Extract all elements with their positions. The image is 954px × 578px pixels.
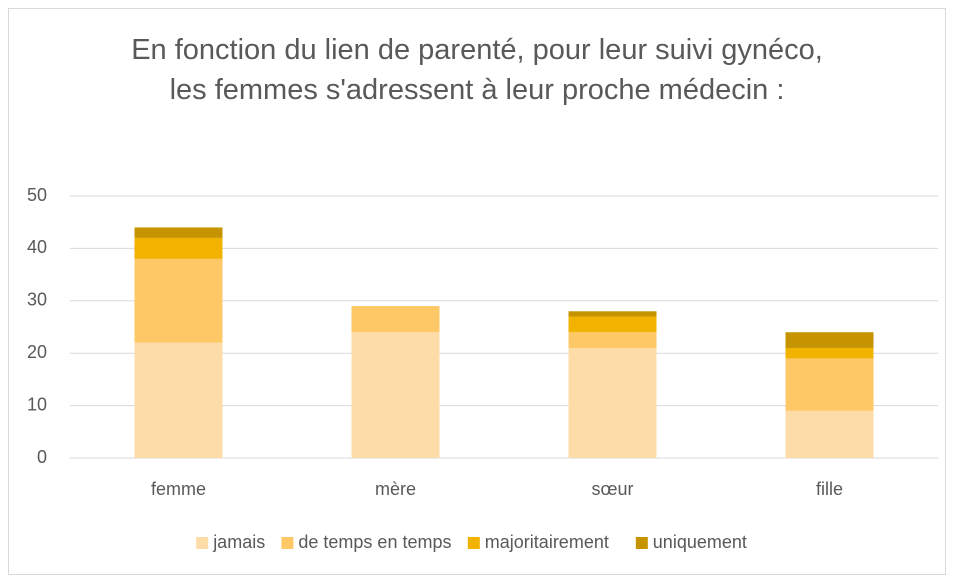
bar-segment — [351, 332, 440, 458]
x-tick-label: fille — [816, 479, 843, 499]
bar-segment — [134, 227, 223, 238]
bar-segment — [134, 342, 223, 458]
bar-segment — [785, 332, 874, 348]
x-tick-label: sœur — [592, 479, 634, 499]
bar-segment — [134, 258, 223, 343]
legend-label: jamais — [212, 532, 265, 552]
bar-segment — [568, 332, 657, 348]
y-tick-label: 10 — [27, 394, 47, 414]
chart-border — [8, 8, 946, 575]
x-tick-label: mère — [375, 479, 416, 499]
bar-segment — [785, 358, 874, 411]
legend-label: de temps en temps — [298, 532, 451, 552]
bar-segment — [785, 410, 874, 458]
y-tick-label: 0 — [37, 447, 47, 467]
bar-segment — [568, 347, 657, 458]
legend-label: majoritairement — [485, 532, 609, 552]
x-tick-label: femme — [151, 479, 206, 499]
bar-segment — [134, 237, 223, 259]
y-tick-label: 50 — [27, 185, 47, 205]
chart-title: En fonction du lien de parenté, pour leu… — [131, 34, 823, 106]
bar-segment — [568, 316, 657, 333]
legend-swatch — [635, 537, 648, 549]
y-tick-label: 20 — [27, 342, 47, 362]
y-tick-label: 30 — [27, 290, 47, 310]
legend-swatch — [196, 537, 209, 549]
legend-swatch — [281, 537, 294, 549]
legend-label: uniquement — [653, 532, 747, 552]
y-tick-label: 40 — [27, 237, 47, 257]
legend-swatch — [467, 537, 480, 549]
bar-segment — [351, 306, 440, 333]
bar-segment — [568, 311, 657, 317]
bar-segment — [785, 347, 874, 359]
